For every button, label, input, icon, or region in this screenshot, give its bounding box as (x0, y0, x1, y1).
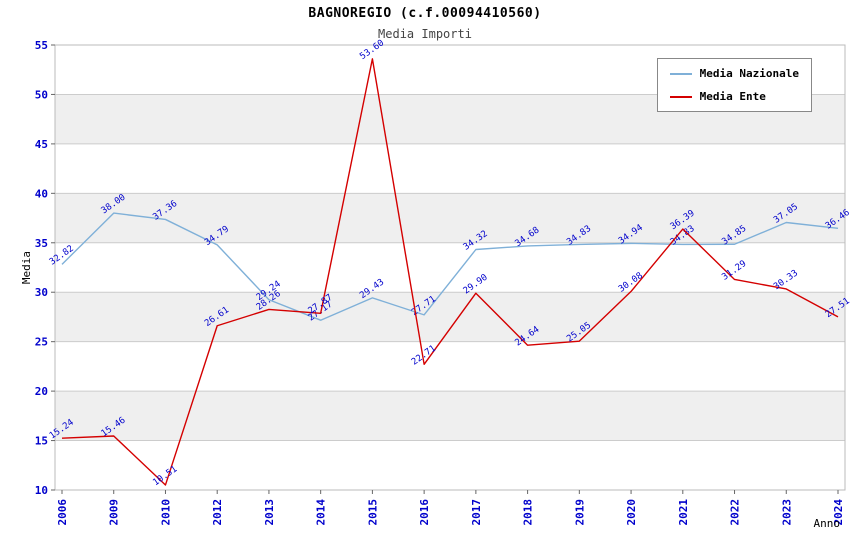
legend: Media Nazionale Media Ente (656, 58, 812, 112)
y-tick-label: 50 (35, 88, 48, 101)
y-tick-label: 45 (35, 138, 48, 151)
legend-label-media-nazionale: Media Nazionale (699, 67, 799, 80)
x-tick-label: 2013 (263, 499, 276, 526)
x-tick-label: 2020 (625, 499, 638, 526)
legend-item-media-nazionale: Media Nazionale (669, 67, 799, 80)
x-tick-label: 2022 (729, 499, 742, 526)
y-tick-label: 20 (35, 385, 48, 398)
x-tick-label: 2015 (366, 499, 379, 526)
y-tick-label: 25 (35, 336, 48, 349)
x-tick-label: 2018 (522, 499, 535, 526)
x-tick-label: 2019 (573, 499, 586, 526)
series-line (61, 58, 839, 486)
legend-label-media-ente: Media Ente (699, 90, 766, 103)
grid-band (55, 193, 845, 243)
x-tick-label: 2017 (470, 499, 483, 526)
x-tick-label: 2006 (56, 499, 69, 526)
chart-title: BAGNOREGIO (c.f.00094410560) (308, 6, 542, 21)
y-tick-label: 40 (35, 187, 48, 200)
y-tick-label: 35 (35, 237, 48, 250)
legend-swatch-media-ente-icon (669, 95, 692, 98)
x-tick-label: 2021 (677, 499, 690, 526)
grid-band (55, 391, 845, 441)
x-tick-label: 2016 (418, 499, 431, 526)
y-tick-label: 55 (35, 39, 48, 52)
chart-subtitle: Media Importi (378, 27, 472, 41)
legend-swatch-media-nazionale-icon (669, 72, 692, 75)
x-tick-label: 2014 (315, 499, 328, 526)
legend-item-media-ente: Media Ente (669, 90, 799, 103)
plot-border (54, 44, 846, 491)
series-line (61, 212, 839, 321)
y-tick-label: 30 (35, 286, 48, 299)
x-tick-label: 2009 (108, 499, 121, 526)
x-tick-label: 2024 (832, 499, 845, 526)
y-tick-label: 15 (35, 435, 48, 448)
y-tick-label: 10 (35, 484, 48, 497)
x-tick-label: 2010 (159, 499, 172, 526)
x-tick-label: 2012 (211, 499, 224, 526)
x-axis-title: Anno (814, 517, 841, 530)
x-tick-label: 2023 (780, 499, 793, 526)
grid-band (55, 292, 845, 342)
y-axis-title: Media (20, 251, 33, 284)
